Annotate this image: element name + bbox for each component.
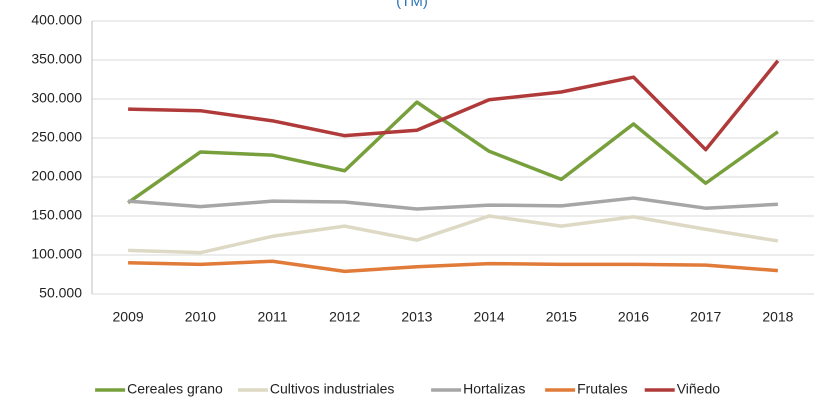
x-tick-label: 2011: [257, 309, 287, 325]
y-tick-label: 300.000: [31, 90, 82, 106]
x-tick-label: 2013: [401, 309, 432, 325]
x-tick-label: 2012: [329, 309, 360, 325]
y-tick-label: 100.000: [31, 246, 82, 262]
series-line: [127, 100, 779, 205]
x-tick-label: 2010: [185, 309, 216, 325]
y-tick-label: 400.000: [31, 12, 82, 28]
y-tick-label: 150.000: [31, 207, 82, 223]
legend-label: Frutales: [577, 381, 628, 397]
y-tick-label: 50.000: [39, 285, 82, 301]
series-line: [128, 259, 779, 274]
y-tick-label: 200.000: [31, 168, 82, 184]
legend-label: Viñedo: [677, 381, 721, 397]
x-tick-label: 2018: [762, 309, 793, 325]
y-tick-label: 350.000: [31, 51, 82, 67]
legend-label: Cereales grano: [127, 381, 223, 397]
x-tick-label: 2015: [546, 309, 577, 325]
y-tick-label: 250.000: [31, 129, 82, 145]
series-line: [128, 59, 780, 152]
x-tick-label: 2009: [113, 309, 144, 325]
legend-label: Cultivos industriales: [270, 381, 395, 397]
x-tick-label: 2017: [690, 309, 721, 325]
series-line: [128, 214, 779, 255]
x-tick-label: 2016: [618, 309, 649, 325]
x-tick-label: 2014: [474, 309, 505, 325]
chart-title: (TM): [396, 0, 428, 10]
legend-label: Hortalizas: [463, 381, 525, 397]
series-line: [127, 196, 778, 211]
